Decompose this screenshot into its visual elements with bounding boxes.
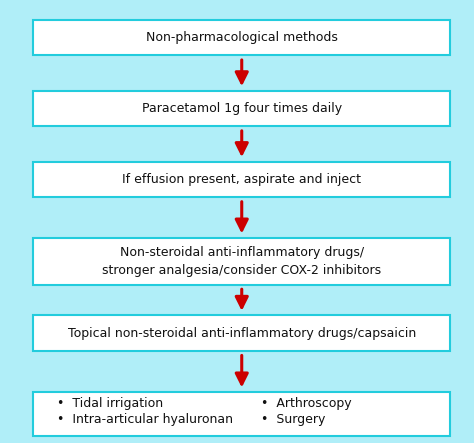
FancyBboxPatch shape — [33, 91, 450, 126]
Text: •  Tidal irrigation: • Tidal irrigation — [57, 396, 163, 410]
Text: Non-steroidal anti-inflammatory drugs/
stronger analgesia/consider COX-2 inhibit: Non-steroidal anti-inflammatory drugs/ s… — [102, 246, 381, 276]
FancyBboxPatch shape — [33, 20, 450, 55]
FancyBboxPatch shape — [33, 392, 450, 436]
Text: Paracetamol 1g four times daily: Paracetamol 1g four times daily — [142, 102, 342, 115]
FancyBboxPatch shape — [33, 315, 450, 351]
Text: •  Intra-articular hyaluronan: • Intra-articular hyaluronan — [57, 413, 233, 427]
Text: Topical non-steroidal anti-inflammatory drugs/capsaicin: Topical non-steroidal anti-inflammatory … — [68, 326, 416, 340]
FancyBboxPatch shape — [33, 162, 450, 197]
Text: If effusion present, aspirate and inject: If effusion present, aspirate and inject — [122, 173, 361, 186]
FancyBboxPatch shape — [33, 238, 450, 285]
Text: •  Arthroscopy: • Arthroscopy — [261, 396, 351, 410]
Text: Non-pharmacological methods: Non-pharmacological methods — [146, 31, 337, 44]
Text: •  Surgery: • Surgery — [261, 413, 325, 427]
